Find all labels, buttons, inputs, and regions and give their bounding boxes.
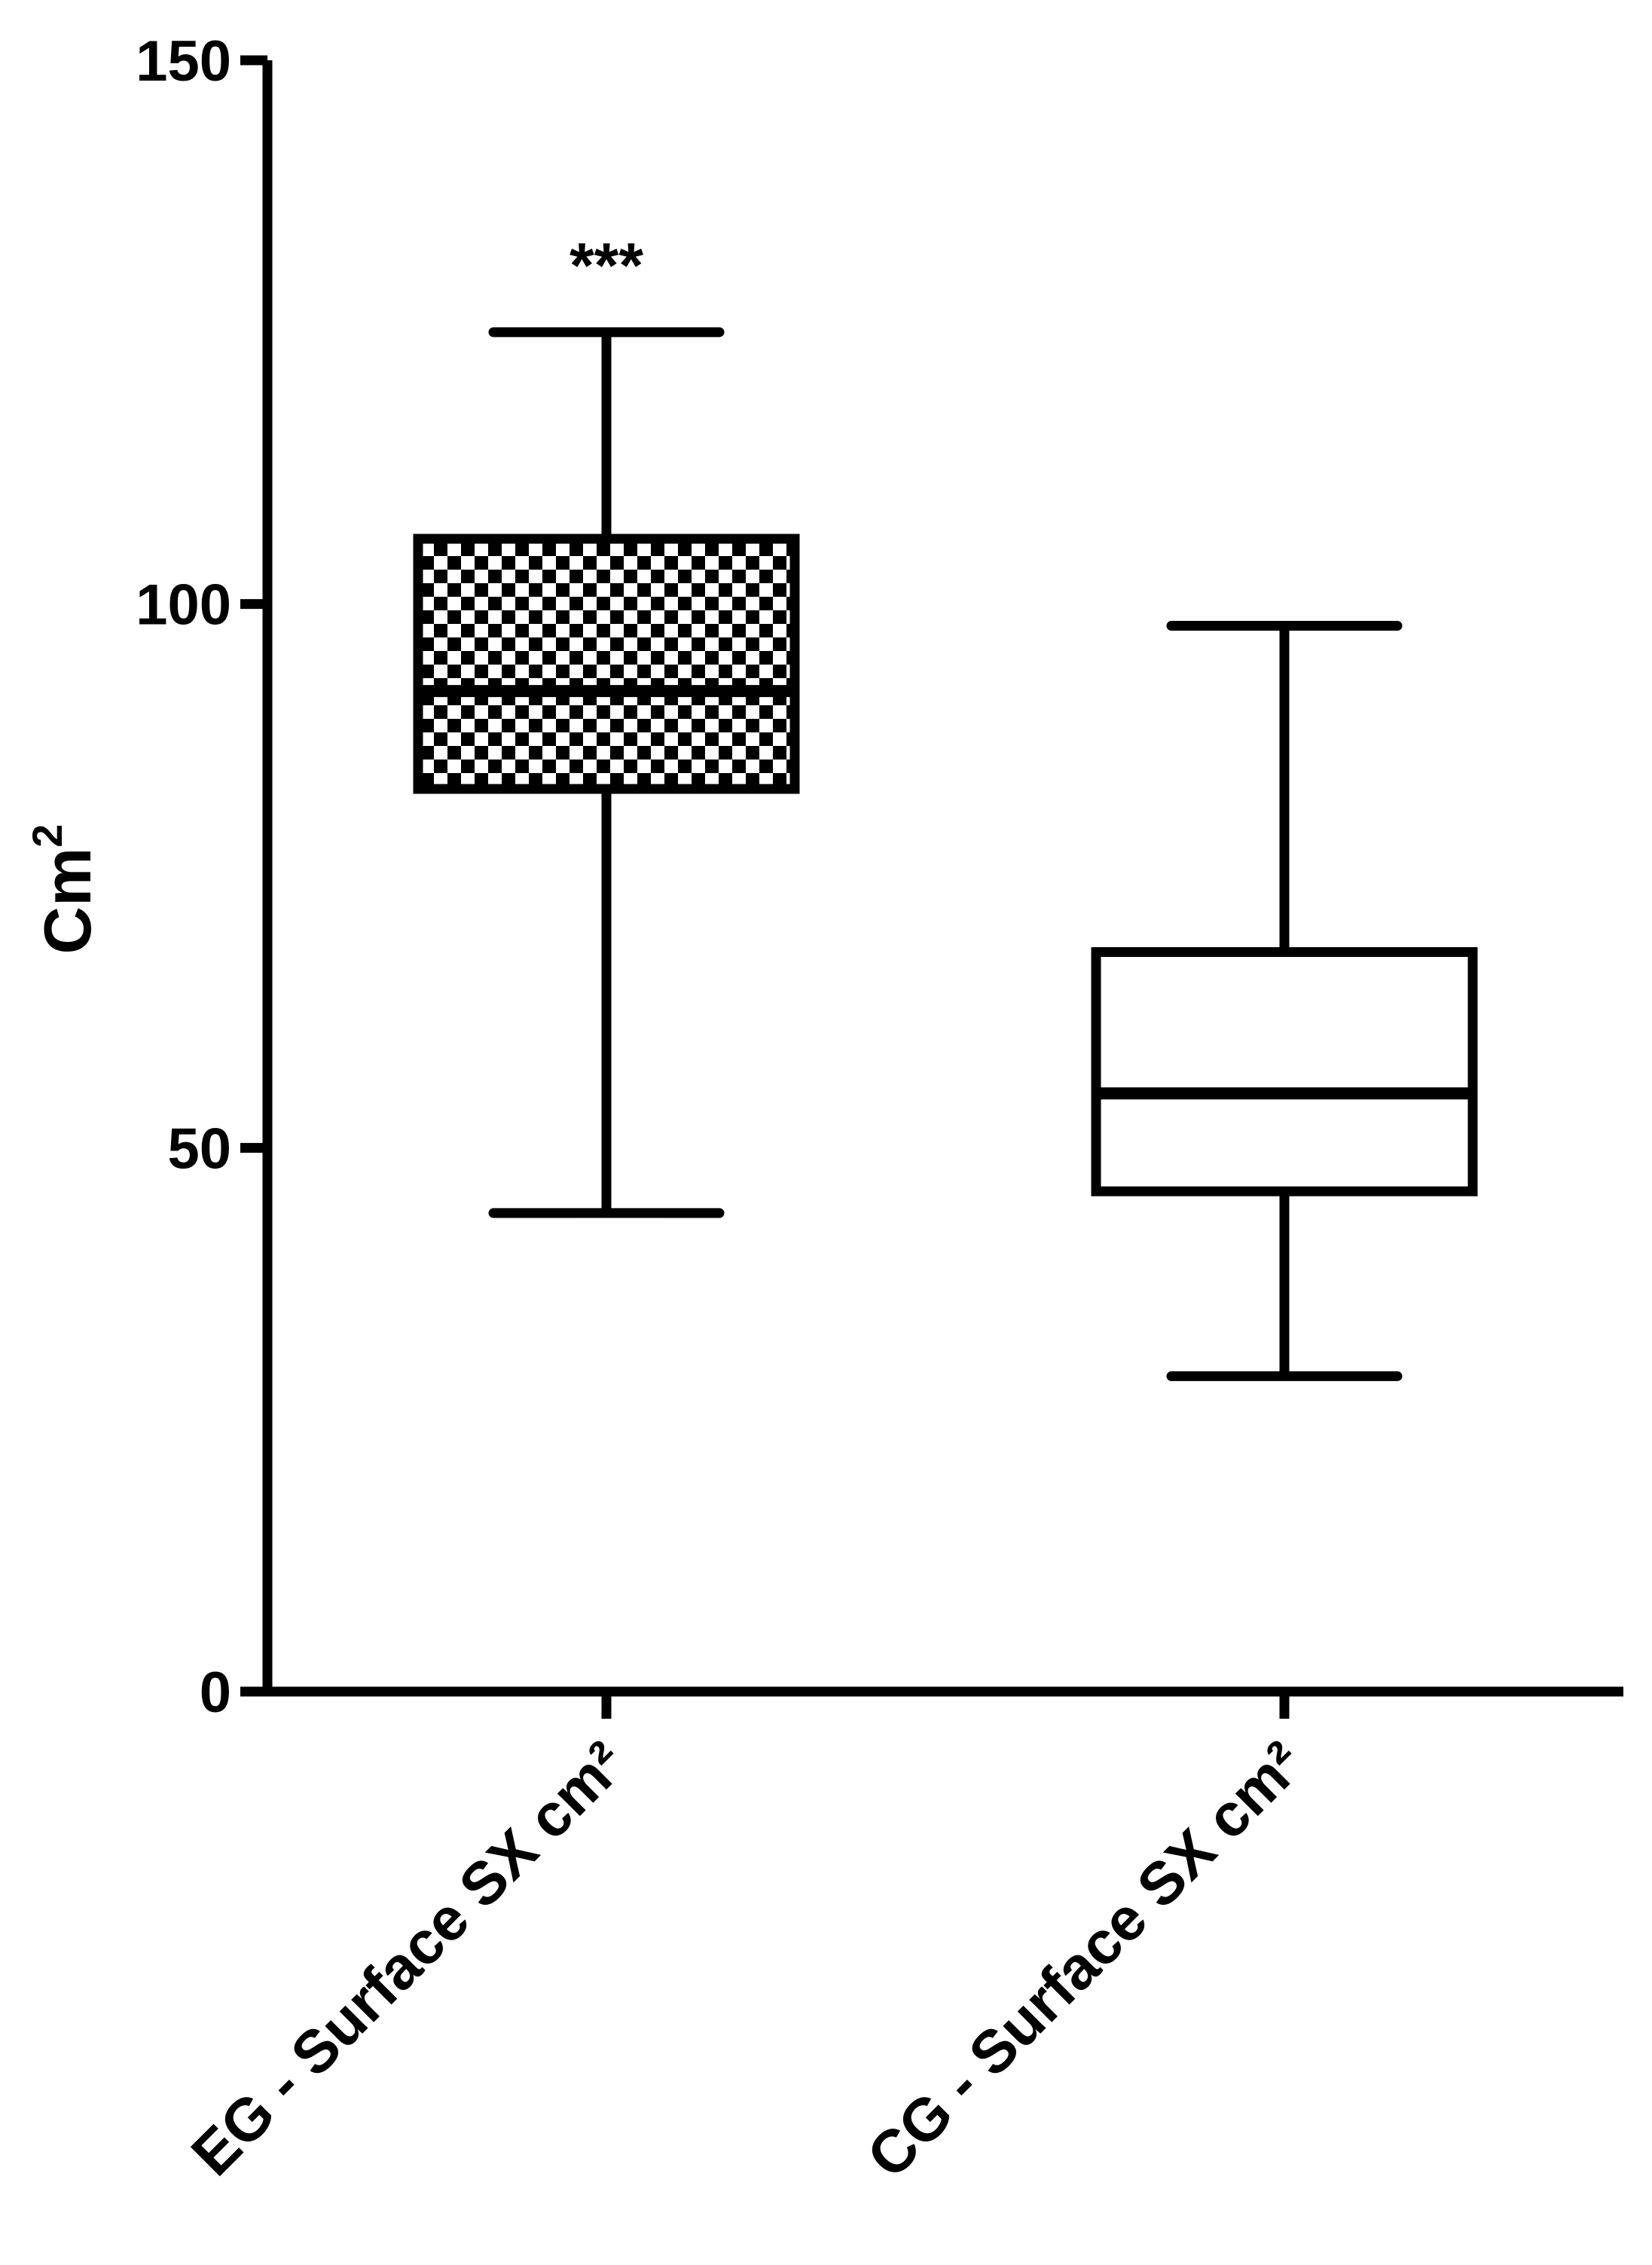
box-1 — [1091, 621, 1478, 1381]
y-tick-label-0: 0 — [200, 1661, 231, 1725]
y-tick-label-150: 150 — [136, 29, 231, 93]
y-axis-title-text: Cm — [30, 848, 105, 955]
x-axis: EG - Surface SX cm² CG - Surface SX cm² — [179, 1686, 1623, 2190]
x-tick-label-0: EG - Surface SX cm² — [179, 1729, 638, 2188]
y-axis-title-superscript: 2 — [23, 824, 71, 848]
y-axis-title: Cm2 — [23, 824, 105, 955]
y-tick-label-50: 50 — [167, 1117, 231, 1181]
box-series: *** — [413, 230, 1478, 1381]
x-tick-label-1: CG - Surface SX cm² — [854, 1729, 1316, 2190]
box-0: *** — [413, 230, 800, 1218]
significance-annotation: *** — [569, 230, 643, 301]
y-axis: 0 50 100 150 — [136, 29, 273, 1725]
box-iqr — [413, 533, 800, 794]
box-iqr — [1091, 947, 1478, 1197]
y-tick-label-100: 100 — [136, 573, 231, 637]
